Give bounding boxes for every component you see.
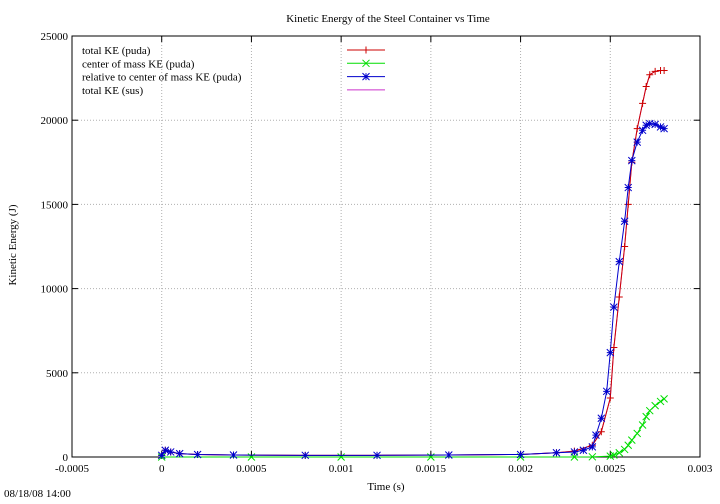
- data-point: [516, 450, 525, 459]
- data-point: [656, 123, 665, 131]
- legend-marker: [362, 59, 370, 68]
- data-point: [624, 200, 632, 208]
- data-point: [646, 71, 654, 79]
- data-point: [175, 449, 184, 458]
- data-point: [638, 126, 647, 135]
- x-tick-label: -0.0005: [55, 463, 89, 475]
- data-point: [642, 83, 650, 91]
- data-point: [624, 183, 633, 192]
- series-1: [157, 395, 668, 461]
- data-point: [656, 397, 665, 406]
- x-tick-label: 0.0015: [416, 463, 447, 475]
- data-point: [610, 344, 618, 352]
- y-tick-label: 25000: [41, 31, 69, 43]
- data-point: [651, 401, 659, 410]
- data-point: [606, 348, 615, 357]
- data-point: [627, 156, 636, 165]
- data-point: [651, 67, 659, 75]
- legend-label: relative to center of mass KE (puda): [82, 72, 242, 84]
- legend-marker: [362, 46, 370, 54]
- data-point: [624, 441, 633, 450]
- data-point: [633, 138, 642, 146]
- data-point: [610, 451, 618, 459]
- data-point: [157, 451, 166, 460]
- y-tick-label: 20000: [41, 115, 69, 127]
- data-point: [592, 431, 600, 439]
- data-point: [337, 453, 345, 461]
- y-axis-label: Kinetic Energy (J): [7, 204, 19, 285]
- y-tick-label: 10000: [41, 284, 69, 296]
- legend-label: center of mass KE (puda): [82, 58, 195, 70]
- x-tick-label: 0.001: [329, 463, 354, 475]
- y-tick-label: 5000: [46, 368, 69, 380]
- chart-title: Kinetic Energy of the Steel Container vs…: [286, 13, 490, 25]
- data-point: [615, 293, 623, 301]
- data-point: [301, 451, 310, 460]
- y-tick-label: 0: [63, 452, 69, 464]
- data-point: [642, 412, 651, 421]
- data-point: [615, 257, 624, 266]
- data-point: [610, 303, 618, 311]
- data-point: [597, 414, 606, 423]
- series-3: [161, 70, 665, 456]
- data-point: [645, 119, 654, 128]
- data-point: [570, 448, 579, 456]
- data-point: [660, 67, 668, 75]
- x-tick-label: 0.002: [508, 463, 533, 475]
- legend-label: total KE (puda): [82, 45, 151, 57]
- data-point: [229, 451, 238, 459]
- data-point: [651, 120, 659, 129]
- data-point: [627, 436, 636, 445]
- data-point: [621, 243, 629, 250]
- data-point: [633, 429, 642, 438]
- series-line: [161, 123, 665, 456]
- x-axis-label: Time (s): [367, 481, 405, 493]
- data-point: [638, 421, 647, 429]
- legend: total KE (puda)center of mass KE (puda) r…: [82, 45, 385, 97]
- axis-ticks: -0.0005 0 0.0005 0.001 0.0015 0.002 0.0025 0.00…: [41, 31, 713, 475]
- data-point: [588, 443, 597, 451]
- data-point: [615, 448, 624, 457]
- y-tick-label: 15000: [41, 199, 69, 211]
- data-point: [166, 448, 175, 456]
- data-point: [161, 446, 170, 455]
- data-point: [373, 451, 381, 460]
- timestamp: 08/18/08 14:00: [4, 488, 71, 500]
- x-tick-label: 0.0005: [236, 463, 267, 475]
- x-tick-label: 0.0025: [595, 463, 626, 475]
- legend-label: total KE (sus): [82, 85, 143, 97]
- data-point: [620, 217, 629, 226]
- series-line: [161, 70, 665, 456]
- data-point: [444, 451, 453, 459]
- grid: [72, 36, 700, 457]
- data-point: [642, 121, 651, 130]
- series-group: [157, 67, 668, 461]
- data-point: [639, 99, 647, 107]
- legend-marker: [362, 72, 370, 81]
- data-point: [588, 452, 597, 461]
- data-point: [660, 395, 668, 403]
- series-0: [158, 67, 668, 459]
- series-2: [157, 119, 668, 460]
- data-point: [633, 125, 641, 133]
- data-point: [660, 124, 668, 133]
- data-point: [552, 448, 561, 457]
- series-line: [161, 70, 665, 456]
- data-point: [602, 387, 611, 396]
- data-point: [579, 446, 588, 455]
- x-tick-label: 0.003: [688, 463, 713, 475]
- data-point: [193, 450, 202, 459]
- data-point: [606, 394, 614, 402]
- x-tick-label: 0: [159, 463, 165, 475]
